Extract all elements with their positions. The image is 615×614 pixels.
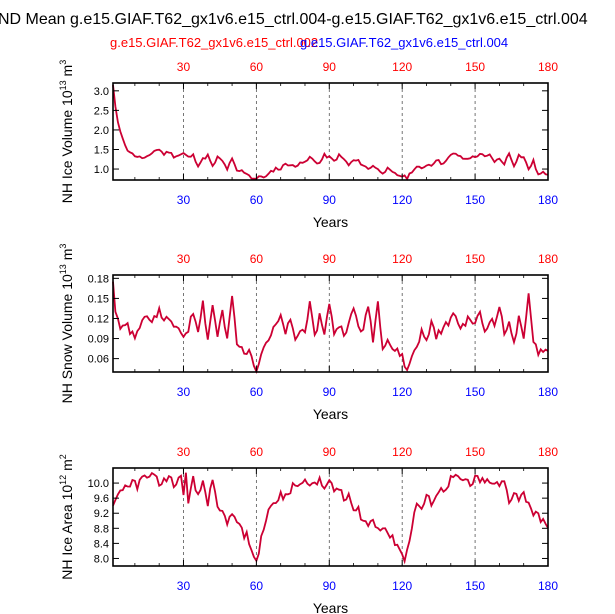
x-tick-label-top: 120	[392, 60, 412, 74]
x-tick-label: 30	[177, 385, 191, 399]
series-line	[112, 471, 549, 565]
y-tick-label: 8.0	[94, 553, 109, 565]
x-tick-label: 90	[323, 385, 337, 399]
x-tick-label-top: 60	[250, 60, 264, 74]
x-axis-label: Years	[313, 214, 348, 230]
chart-panel-3: 30 30 60 60 90 90 120 120 150 150 180 180 8.0 8.4 8.8 9…	[58, 445, 558, 614]
plot-frame	[112, 467, 549, 567]
y-tick-label: 0.09	[88, 334, 109, 346]
x-tick-label: 150	[465, 193, 485, 207]
y-axis-label: NH Ice Area 1012 m2	[58, 454, 75, 580]
series-line	[112, 281, 549, 375]
figure-title: ND Mean g.e15.GIAF.T62_gx1v6.e15_ctrl.00…	[0, 11, 588, 28]
x-tick-label-top: 30	[177, 60, 191, 74]
x-tick-label-top: 60	[250, 252, 264, 266]
x-tick-label: 60	[250, 385, 264, 399]
y-tick-label: 3.0	[94, 86, 109, 98]
y-tick-label: 8.4	[94, 538, 109, 550]
y-tick-label: 1.5	[94, 144, 109, 156]
x-axis-label: Years	[313, 406, 348, 422]
x-tick-label: 150	[465, 579, 485, 593]
x-tick-label-top: 150	[465, 445, 485, 459]
y-tick-label: 9.2	[94, 508, 109, 520]
x-tick-label: 90	[323, 193, 337, 207]
series-line	[112, 84, 549, 181]
chart-panel-2: 30 30 60 60 90 90 120 120 150 150 180 180 0.06 0.09 0.…	[58, 244, 558, 422]
y-tick-label: 0.06	[88, 354, 109, 366]
x-tick-label-top: 180	[538, 252, 558, 266]
x-tick-label-top: 60	[250, 445, 264, 459]
x-tick-label: 120	[392, 579, 412, 593]
x-axis-label: Years	[313, 600, 348, 614]
x-tick-label: 90	[323, 579, 337, 593]
legend-entry-run-004: g.e15.GIAF.T62_gx1v6.e15_ctrl.004	[300, 35, 508, 50]
y-tick-label: 1.0	[94, 164, 109, 176]
x-tick-label: 180	[538, 385, 558, 399]
y-tick-label: 2.0	[94, 125, 109, 137]
x-tick-label: 150	[465, 385, 485, 399]
x-tick-label-top: 120	[392, 445, 412, 459]
x-tick-label: 60	[250, 579, 264, 593]
y-tick-label: 10.0	[88, 478, 109, 490]
x-tick-label: 180	[538, 193, 558, 207]
y-tick-label: 8.8	[94, 523, 109, 535]
x-tick-label-top: 30	[177, 445, 191, 459]
x-tick-label: 120	[392, 385, 412, 399]
legend-entry-run-002: g.e15.GIAF.T62_gx1v6.e15_ctrl.002	[110, 35, 318, 50]
x-tick-label: 120	[392, 193, 412, 207]
plot-frame	[112, 274, 549, 373]
y-tick-label: 0.12	[88, 313, 109, 325]
plot-frame	[112, 82, 549, 181]
y-tick-label: 0.15	[88, 293, 109, 305]
x-tick-label-top: 180	[538, 60, 558, 74]
y-tick-label: 0.18	[88, 273, 109, 285]
x-tick-label-top: 150	[465, 252, 485, 266]
x-tick-label-top: 90	[323, 445, 337, 459]
x-tick-label-top: 90	[323, 252, 337, 266]
y-axis-label: NH Snow Volume 1013 m3	[58, 244, 75, 404]
x-tick-label-top: 180	[538, 445, 558, 459]
y-tick-label: 9.6	[94, 493, 109, 505]
x-tick-label: 60	[250, 193, 264, 207]
y-axis-label: NH Ice Volume 1013 m3	[58, 60, 75, 203]
x-tick-label-top: 90	[323, 60, 337, 74]
y-tick-label: 2.5	[94, 105, 109, 117]
x-tick-label: 180	[538, 579, 558, 593]
x-tick-label-top: 30	[177, 252, 191, 266]
chart-panel-1: 30 30 60 60 90 90 120 120 150 150 180 180 1.0 1.5 2.0 2…	[58, 60, 558, 230]
x-tick-label-top: 120	[392, 252, 412, 266]
x-tick-label: 30	[177, 579, 191, 593]
x-tick-label-top: 150	[465, 60, 485, 74]
x-tick-label: 30	[177, 193, 191, 207]
